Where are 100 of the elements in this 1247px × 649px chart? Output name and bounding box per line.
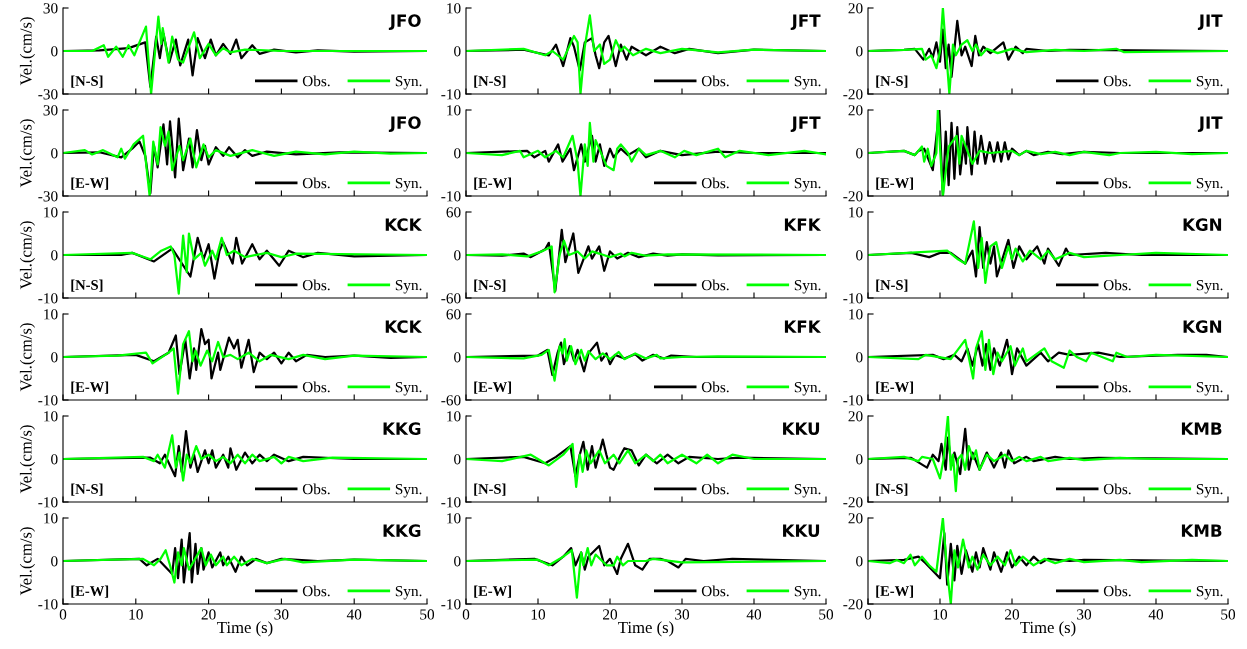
x-tick-label: 10 xyxy=(129,609,143,620)
chart-title: KCK xyxy=(385,320,423,333)
x-tick-label: 40 xyxy=(346,609,362,620)
x-axis-title: Time (s) xyxy=(217,621,273,637)
y-tick-label: -20 xyxy=(843,191,863,202)
y-tick-label: 10 xyxy=(44,411,58,422)
y-tick-label: -10 xyxy=(843,293,863,304)
line-series xyxy=(868,518,1228,604)
y-tick-label: 0 xyxy=(856,454,863,465)
series-label: Syn. xyxy=(1196,382,1223,396)
y-tick-label: -10 xyxy=(38,293,58,304)
x-tick-label: 20 xyxy=(201,609,216,620)
annotation: [N-S] xyxy=(876,279,908,292)
y-tick-label: 0 xyxy=(856,46,863,57)
x-tick-label: 0 xyxy=(864,609,872,620)
legend-label: Syn. xyxy=(1196,280,1223,294)
series-label: Obs. xyxy=(701,381,729,393)
y-tick-label: 0 xyxy=(51,454,58,465)
legend-label: Obs. xyxy=(701,483,729,495)
annotation: [N-S] xyxy=(876,483,908,496)
y-tick-label: 0 xyxy=(51,148,58,159)
y-tick-label: 0 xyxy=(51,46,58,57)
y-tick-label: 60 xyxy=(446,309,461,320)
chart-title: JIT xyxy=(1197,14,1223,31)
annotation: [E-W] xyxy=(474,585,511,598)
y-tick-label: -10 xyxy=(38,599,58,610)
legend-label: Obs. xyxy=(302,483,330,495)
series-label: Obs. xyxy=(302,177,330,189)
y-tick-label: -10 xyxy=(441,89,461,100)
y-tick-label: -20 xyxy=(843,89,863,100)
y-tick-label: -20 xyxy=(843,497,863,508)
y-tick-label: 10 xyxy=(849,309,863,320)
y-tick-label: -10 xyxy=(441,497,461,508)
y-tick-label: 0 xyxy=(454,46,461,57)
x-tick-label: 50 xyxy=(1221,609,1236,620)
chart-title: JFT xyxy=(790,116,821,133)
y-tick-label: 10 xyxy=(447,3,461,14)
annotation: [N-S] xyxy=(876,75,908,88)
legend-label: Syn. xyxy=(794,76,821,90)
y-tick-label: -10 xyxy=(441,191,461,202)
annotation: [E-W] xyxy=(876,585,913,598)
chart-title: JFO xyxy=(388,14,421,31)
legend-label: Obs. xyxy=(302,279,330,291)
y-tick-label: 0 xyxy=(454,454,461,465)
y-tick-label: -10 xyxy=(843,395,863,406)
legend-label: Obs. xyxy=(701,75,729,87)
annotation: [N-S] xyxy=(71,279,103,292)
chart-title: JIT xyxy=(1197,116,1223,133)
chart-title: KGN xyxy=(1183,218,1222,231)
x-tick-label: 20 xyxy=(603,609,618,620)
y-tick-label: 0 xyxy=(454,250,461,261)
y-tick-label: 10 xyxy=(44,207,58,218)
y-tick-label: 10 xyxy=(44,309,58,320)
chart-title: KMB xyxy=(1181,524,1222,537)
x-tick-label: 40 xyxy=(1148,609,1164,620)
x-tick-label: 20 xyxy=(1005,609,1020,620)
x-tick-label: 30 xyxy=(274,609,289,620)
annotation: [E-W] xyxy=(876,177,913,190)
annotation: [N-S] xyxy=(474,279,506,292)
y-tick-label: 10 xyxy=(447,105,461,116)
y-tick-label: -30 xyxy=(38,191,58,202)
y-tick-label: -60 xyxy=(441,293,461,304)
legend-label: Syn. xyxy=(395,76,422,90)
line-series xyxy=(868,110,1228,196)
annotation: [E-W] xyxy=(876,381,913,394)
series-label: Obs. xyxy=(1103,585,1131,597)
y-tick-label: 0 xyxy=(51,556,58,567)
annotation: [N-S] xyxy=(474,483,506,496)
legend-label: Syn. xyxy=(395,484,422,498)
y-tick-label: 0 xyxy=(51,250,58,261)
y-tick-label: 0 xyxy=(856,148,863,159)
series-label: Obs. xyxy=(701,585,729,597)
legend-label: Syn. xyxy=(1196,484,1223,498)
series-label: Obs. xyxy=(1103,381,1131,393)
y-axis-title: Vel.(cm/s) xyxy=(19,119,35,188)
chart-title: KFK xyxy=(784,218,822,231)
chart-title: KGN xyxy=(1183,320,1222,333)
series-label: Syn. xyxy=(395,586,422,600)
y-tick-label: 10 xyxy=(849,207,863,218)
annotation: [E-W] xyxy=(71,177,109,190)
y-tick-label: -60 xyxy=(441,395,461,406)
x-tick-label: 10 xyxy=(531,609,546,620)
y-tick-label: 30 xyxy=(43,3,58,14)
series-label: Obs. xyxy=(302,381,330,393)
y-tick-label: 0 xyxy=(856,250,863,261)
legend-label: Syn. xyxy=(395,280,422,294)
annotation: [E-W] xyxy=(474,381,511,394)
annotation: [E-W] xyxy=(71,585,109,598)
series-label: Syn. xyxy=(794,178,821,192)
y-tick-label: 0 xyxy=(454,352,461,363)
y-axis-title: Vel.(cm/s) xyxy=(19,221,35,290)
series-label: Syn. xyxy=(794,586,821,600)
series-label: Syn. xyxy=(1196,586,1223,600)
y-tick-label: 20 xyxy=(848,105,863,116)
series-label: Obs. xyxy=(1103,177,1131,189)
y-tick-label: -20 xyxy=(843,599,863,610)
series-label: Syn. xyxy=(1196,178,1223,192)
series-label: Syn. xyxy=(395,382,422,396)
y-tick-label: 0 xyxy=(454,148,461,159)
y-tick-label: 0 xyxy=(856,556,863,567)
